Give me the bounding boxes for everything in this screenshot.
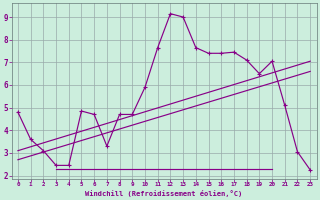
- X-axis label: Windchill (Refroidissement éolien,°C): Windchill (Refroidissement éolien,°C): [85, 190, 243, 197]
